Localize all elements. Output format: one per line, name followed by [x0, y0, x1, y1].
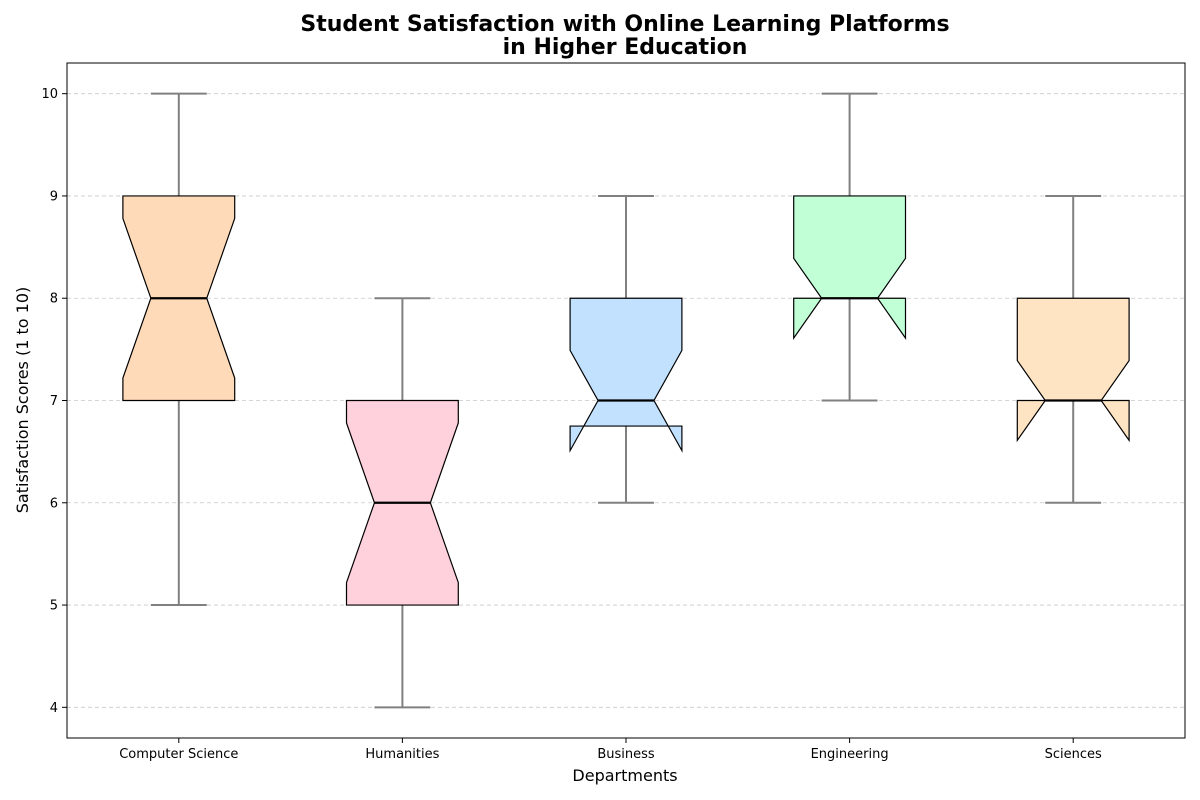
- x-tick-label: Sciences: [1045, 747, 1102, 762]
- y-tick-label: 10: [41, 87, 58, 102]
- box-business: [569, 194, 683, 504]
- x-axis-label: Departments: [572, 766, 677, 785]
- boxes: [122, 92, 1130, 709]
- grid-lines: [67, 93, 1185, 708]
- y-tick-label: 9: [50, 189, 58, 204]
- y-tick-label: 5: [50, 599, 58, 614]
- y-tick-label: 6: [50, 496, 58, 511]
- x-tick-label: Engineering: [811, 747, 889, 762]
- box-body: [569, 297, 683, 453]
- chart-title-line-1: Student Satisfaction with Online Learnin…: [300, 12, 949, 37]
- box-engineering: [793, 92, 907, 402]
- y-axis-label: Satisfaction Scores (1 to 10): [13, 287, 32, 513]
- y-tick-label: 7: [50, 394, 58, 409]
- box-computer-science: [122, 92, 236, 607]
- y-tick-label: 4: [50, 701, 58, 716]
- box-body: [793, 195, 907, 341]
- x-ticks: Computer Science Humanities Business Engine…: [119, 738, 1102, 762]
- x-tick-label: Computer Science: [119, 747, 238, 762]
- x-tick-label: Humanities: [365, 747, 439, 762]
- box-body: [1016, 297, 1130, 443]
- y-ticks: 4 5 6 7 8 9 10: [41, 87, 67, 716]
- box-sciences: [1016, 194, 1130, 504]
- y-tick-label: 8: [50, 292, 58, 307]
- x-tick-label: Business: [597, 747, 655, 762]
- box-humanities: [345, 297, 459, 709]
- chart-title-line-2: in Higher Education: [503, 35, 748, 60]
